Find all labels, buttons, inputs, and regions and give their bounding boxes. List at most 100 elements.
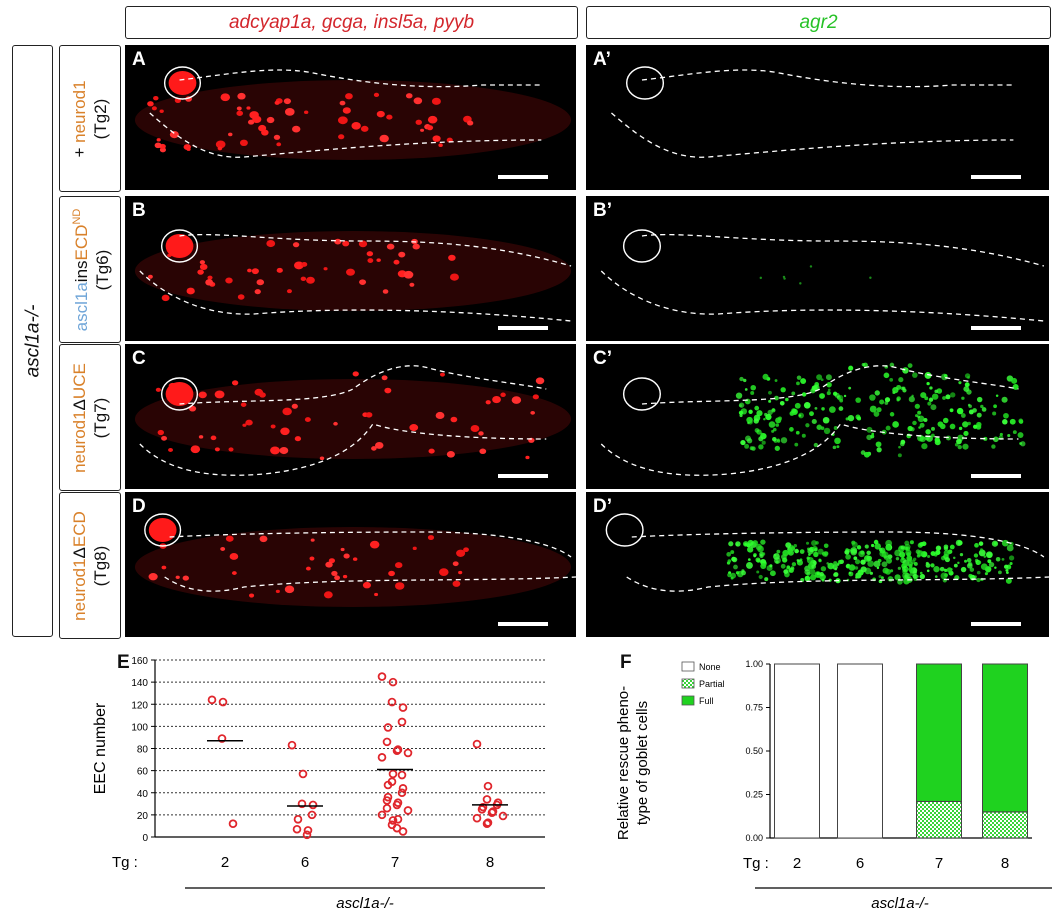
construct-part: neurod1 bbox=[70, 409, 89, 473]
islet-blob bbox=[165, 234, 194, 258]
goblet-dot bbox=[776, 549, 781, 554]
row-construct: neurod1ΔECD bbox=[69, 511, 90, 621]
genotype-label: ascl1a-/- bbox=[22, 304, 43, 378]
eec-dot bbox=[358, 240, 368, 248]
goblet-dot bbox=[805, 541, 810, 545]
panel-e-label: E bbox=[117, 652, 130, 673]
eec-dot bbox=[511, 396, 522, 404]
goblet-dot bbox=[733, 564, 738, 570]
goblet-dot bbox=[1003, 412, 1009, 419]
eec-dot bbox=[337, 116, 348, 125]
eec-dot bbox=[156, 138, 161, 142]
goblet-dot bbox=[832, 445, 837, 450]
goblet-dot bbox=[917, 410, 922, 415]
goblet-dot bbox=[919, 571, 923, 575]
goblet-dot bbox=[847, 414, 855, 422]
micrograph-content bbox=[600, 362, 1026, 476]
goblet-dot bbox=[924, 396, 929, 401]
data-point bbox=[392, 800, 402, 810]
goblet-dot bbox=[728, 541, 734, 547]
eec-dot bbox=[210, 435, 217, 441]
y-tick-label: 80 bbox=[137, 745, 149, 756]
goblet-dot bbox=[994, 566, 997, 569]
goblet-dot bbox=[740, 439, 746, 446]
data-point bbox=[397, 717, 407, 727]
islet-circle bbox=[605, 513, 644, 547]
goblet-dot bbox=[826, 382, 832, 388]
eec-dot bbox=[284, 107, 295, 116]
goblet-dot bbox=[794, 402, 801, 409]
goblet-dot bbox=[976, 396, 983, 403]
goblet-dot bbox=[843, 394, 847, 398]
goblet-dot bbox=[947, 550, 951, 554]
goblet-dot bbox=[738, 402, 745, 408]
islet-circle bbox=[160, 377, 199, 411]
data-point bbox=[472, 739, 482, 749]
micrograph-content bbox=[134, 66, 572, 160]
eec-dot bbox=[190, 445, 201, 454]
construct-part: neurod1 bbox=[70, 557, 89, 621]
eec-dot bbox=[228, 132, 233, 137]
eec-dot bbox=[426, 125, 434, 131]
eec-dot bbox=[525, 455, 530, 460]
goblet-dot bbox=[780, 437, 788, 444]
eec-dot bbox=[478, 431, 484, 436]
eec-dot bbox=[376, 258, 381, 262]
eec-dot bbox=[251, 268, 259, 275]
eec-dot bbox=[249, 111, 259, 119]
goblet-dot bbox=[838, 406, 844, 411]
goblet-dot bbox=[956, 438, 962, 445]
goblet-dot bbox=[834, 437, 841, 445]
goblet-dot bbox=[908, 563, 913, 568]
goblet-dot bbox=[756, 410, 763, 417]
eec-dot bbox=[351, 122, 361, 130]
goblet-dot bbox=[863, 555, 871, 562]
eec-dot bbox=[432, 135, 441, 142]
goblet-dot bbox=[785, 397, 789, 402]
goblet-dot bbox=[901, 386, 906, 391]
goblet-dot bbox=[974, 543, 979, 548]
goblet-dot bbox=[881, 561, 888, 568]
islet-blob bbox=[148, 518, 177, 542]
goblet-dot bbox=[876, 447, 882, 453]
eec-dot bbox=[292, 125, 301, 133]
eec-dot bbox=[439, 568, 449, 576]
eec-dot bbox=[199, 263, 208, 271]
eec-dot bbox=[369, 540, 380, 549]
eec-dot bbox=[343, 553, 350, 559]
goblet-dot bbox=[813, 442, 819, 448]
panel-letter: C’ bbox=[593, 348, 612, 369]
eec-dot bbox=[467, 120, 474, 126]
goblet-dot bbox=[861, 362, 865, 367]
goblet-dot bbox=[833, 561, 838, 566]
goblet-dot bbox=[774, 379, 778, 382]
goblet-dot bbox=[880, 576, 884, 580]
goblet-dot bbox=[793, 544, 797, 548]
goblet-dot bbox=[820, 426, 825, 430]
goblet-dot bbox=[903, 578, 910, 585]
panel-letter: A bbox=[132, 49, 146, 70]
eec-dot bbox=[266, 239, 276, 248]
x-prefix-label: Tg : bbox=[112, 854, 138, 871]
eec-dot bbox=[159, 109, 164, 113]
goblet-dot bbox=[775, 560, 779, 564]
goblet-dot bbox=[775, 417, 782, 424]
eec-dot bbox=[310, 538, 315, 542]
goblet-dot bbox=[735, 541, 741, 547]
data-point bbox=[383, 723, 393, 732]
eec-dot bbox=[309, 556, 315, 561]
goblet-dot bbox=[874, 543, 882, 550]
goblet-dot bbox=[799, 282, 802, 285]
row-label-text: neurod1ΔUCE (Tg7) bbox=[69, 363, 111, 473]
micrograph-svg bbox=[605, 513, 1049, 626]
goblet-dot bbox=[813, 551, 819, 558]
eec-dot bbox=[339, 100, 346, 106]
goblet-dot bbox=[750, 447, 754, 450]
eec-dot bbox=[231, 571, 237, 575]
goblet-dot bbox=[744, 443, 750, 449]
goblet-dot bbox=[844, 550, 848, 554]
goblet-dot bbox=[848, 571, 852, 575]
goblet-dot bbox=[833, 426, 838, 430]
eec-dot bbox=[168, 448, 173, 453]
goblet-dot bbox=[845, 554, 851, 560]
